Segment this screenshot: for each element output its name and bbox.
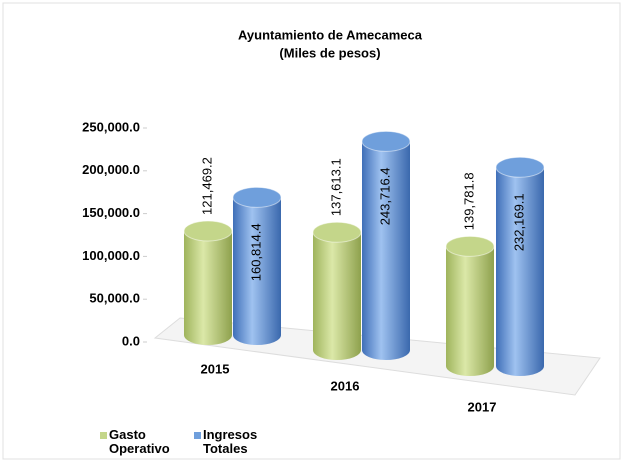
- value-label: 243,716.4: [377, 167, 392, 225]
- y-tick-label: 50,000.0: [89, 291, 140, 306]
- cylinder-top: [183, 220, 233, 242]
- chart-subtitle: (Miles de pesos): [279, 45, 380, 60]
- y-tick-label: 100,000.0: [82, 248, 140, 263]
- x-tick-label: 2016: [331, 378, 360, 393]
- value-label: 139,781.8: [461, 172, 476, 230]
- y-tick-label: 0.0: [122, 333, 140, 348]
- cylinder-top: [232, 186, 282, 208]
- value-label: 232,169.1: [511, 193, 526, 251]
- bar: [446, 246, 494, 366]
- legend-label: Ingresos Totales: [203, 427, 258, 456]
- cylinder-top: [312, 221, 362, 243]
- y-tick-label: 250,000.0: [82, 119, 140, 134]
- y-tick-label: 200,000.0: [82, 162, 140, 177]
- bar: [362, 141, 410, 350]
- cylinder-top: [445, 235, 495, 257]
- bar: [184, 231, 232, 335]
- value-label: 137,613.1: [328, 158, 343, 216]
- x-tick-label: 2015: [201, 361, 230, 376]
- legend-swatch: [100, 432, 107, 439]
- y-tick-label: 150,000.0: [82, 205, 140, 220]
- value-label: 121,469.2: [199, 157, 214, 215]
- bar: [233, 197, 281, 335]
- bar: [496, 167, 544, 366]
- legend-item: Gasto Operativo: [100, 428, 180, 456]
- value-label: 160,814.4: [248, 223, 263, 281]
- legend-item: Ingresos Totales: [194, 428, 274, 456]
- legend-label: Gasto Operativo: [109, 427, 170, 456]
- chart-title: Ayuntamiento de Amecameca: [238, 27, 423, 42]
- cylinder-top: [495, 156, 545, 178]
- legend: Gasto Operativo Ingresos Totales: [100, 428, 274, 456]
- cylinder-top: [361, 130, 411, 152]
- x-tick-label: 2017: [468, 399, 497, 414]
- legend-swatch: [194, 432, 201, 439]
- bar: [313, 232, 361, 350]
